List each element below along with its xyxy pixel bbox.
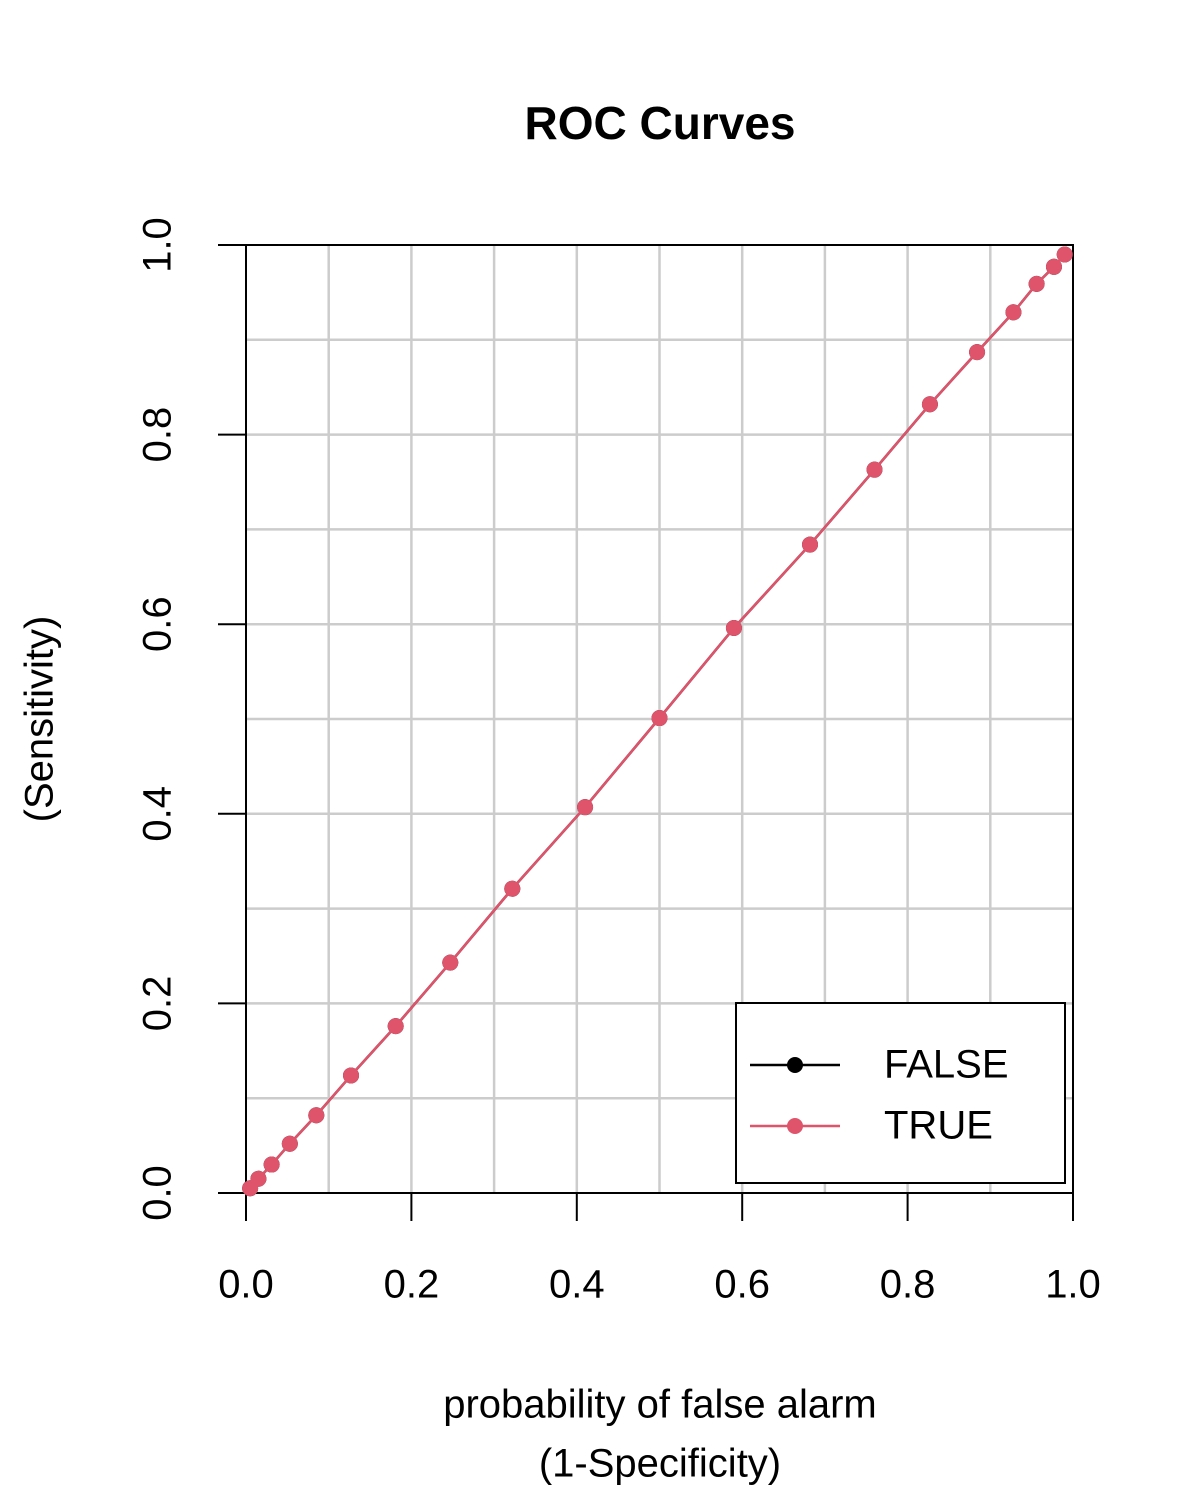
data-point xyxy=(281,1135,298,1152)
x-tick-label: 0.2 xyxy=(384,1263,440,1307)
legend-box xyxy=(735,1002,1066,1184)
y-tick-label: 0.4 xyxy=(136,786,180,842)
data-point xyxy=(1005,304,1022,321)
x-tick-label: 0.4 xyxy=(549,1263,605,1307)
y-tick-label: 0.0 xyxy=(136,1165,180,1221)
data-point xyxy=(802,536,819,553)
data-point xyxy=(250,1170,267,1187)
legend-label: FALSE xyxy=(884,1043,1009,1087)
data-point xyxy=(263,1156,280,1173)
y-tick-label: 1.0 xyxy=(136,217,180,273)
data-point xyxy=(725,619,742,636)
data-point xyxy=(651,710,668,727)
data-point xyxy=(442,954,459,971)
data-point xyxy=(969,344,986,361)
data-point xyxy=(1028,275,1045,292)
data-point xyxy=(343,1067,360,1084)
x-tick-label: 0.0 xyxy=(218,1263,274,1307)
data-point xyxy=(504,880,521,897)
data-point xyxy=(1056,246,1073,263)
x-tick-label: 0.6 xyxy=(714,1263,770,1307)
x-axis-label: (1-Specificity) xyxy=(539,1442,781,1486)
data-point xyxy=(866,461,883,478)
y-tick-label: 0.6 xyxy=(136,596,180,652)
data-point xyxy=(1045,258,1062,275)
data-point xyxy=(308,1107,325,1124)
legend-marker xyxy=(787,1057,803,1073)
x-tick-label: 0.8 xyxy=(880,1263,936,1307)
data-point xyxy=(921,396,938,413)
data-point xyxy=(577,799,594,816)
y-tick-label: 0.2 xyxy=(136,976,180,1032)
legend-label: TRUE xyxy=(884,1104,993,1148)
x-axis-label: probability of false alarm xyxy=(443,1383,877,1427)
data-point xyxy=(387,1018,404,1035)
plot-frame xyxy=(245,244,1074,1194)
legend-marker xyxy=(787,1118,803,1134)
x-tick-label: 1.0 xyxy=(1045,1263,1101,1307)
chart-title: ROC Curves xyxy=(525,97,796,149)
y-tick-label: 0.8 xyxy=(136,407,180,463)
y-axis-label: (Sensitivity) xyxy=(18,616,62,823)
